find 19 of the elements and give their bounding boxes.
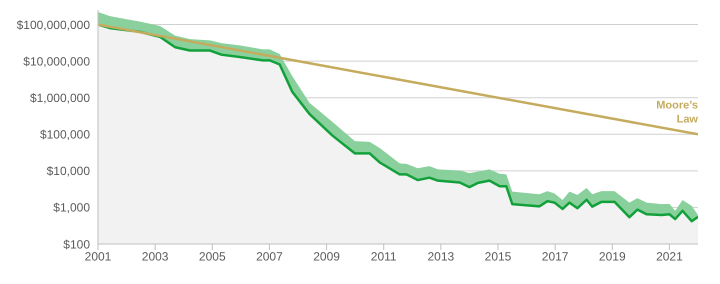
x-tick-label: 2007: [256, 250, 284, 264]
x-tick-label: 2009: [313, 250, 340, 264]
y-tick-label: $10,000: [46, 164, 90, 178]
x-tick-label: 2011: [370, 250, 397, 264]
y-tick-label: $100: [63, 237, 90, 252]
series-label: Moore’s Law: [656, 99, 698, 126]
x-tick-label: 2015: [484, 250, 512, 264]
y-tick-label: $100,000,000: [16, 18, 90, 32]
x-tick-label: 2021: [656, 250, 684, 264]
y-tick-label: $1,000,000: [30, 90, 90, 105]
x-tick-label: 2017: [542, 250, 569, 264]
y-tick-label: $1,000: [53, 200, 90, 215]
y-tick-label: $100,000: [40, 128, 90, 142]
x-tick-label: 2003: [142, 250, 169, 264]
x-tick-label: 2013: [428, 250, 455, 264]
y-tick-label: $10,000,000: [23, 54, 90, 68]
x-tick-label: 2005: [198, 250, 226, 264]
x-tick-label: 2019: [598, 250, 626, 264]
x-tick-label: 2001: [84, 250, 112, 264]
